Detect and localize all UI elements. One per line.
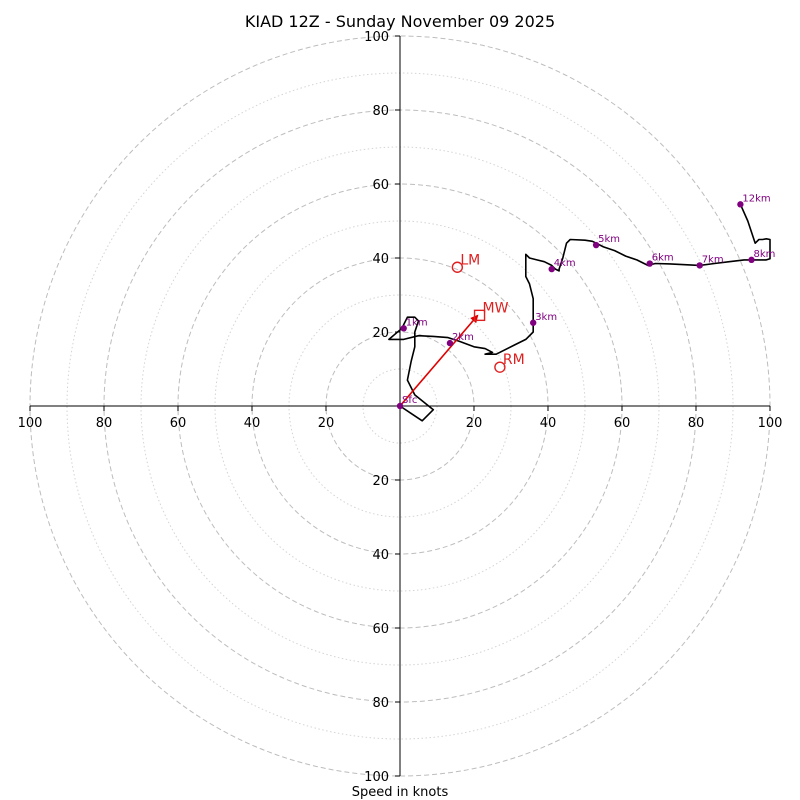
height-marker-3km bbox=[530, 319, 537, 326]
x-tick-label: 20 bbox=[318, 416, 335, 431]
mean-wind-arrow bbox=[399, 314, 479, 407]
height-marker-5km bbox=[592, 241, 600, 249]
height-label-5km: 5km bbox=[598, 234, 620, 245]
x-tick-label: 40 bbox=[540, 416, 557, 431]
x-tick-label: 100 bbox=[18, 416, 43, 431]
height-marker-sfc bbox=[396, 402, 404, 410]
tick-labels: 20 20 20 20 40 40 40 40 60 60 60 60 80 80 80 80 100 100 10… bbox=[18, 30, 783, 785]
height-label-8km: 8km bbox=[754, 249, 776, 260]
height-marker-7km bbox=[696, 262, 703, 269]
storm-motion: MW LM RM bbox=[399, 252, 525, 407]
x-tick-label: 60 bbox=[614, 416, 631, 431]
x-tick-label: 40 bbox=[244, 416, 261, 431]
y-tick-label: 80 bbox=[372, 104, 389, 119]
y-tick-label: 60 bbox=[372, 622, 389, 637]
height-label-1km: 1km bbox=[406, 317, 428, 328]
y-tick-label: 20 bbox=[372, 326, 389, 341]
height-marker-4km bbox=[548, 265, 555, 273]
storm-motion-marker-lm bbox=[451, 261, 464, 273]
x-axis-label: Speed in knots bbox=[352, 785, 449, 800]
storm-motion-label-rm: RM bbox=[503, 352, 525, 368]
y-tick-label: 40 bbox=[372, 252, 389, 267]
height-label-12km: 12km bbox=[742, 193, 770, 204]
height-label-2km: 2km bbox=[452, 332, 474, 343]
y-tick-label: 60 bbox=[372, 178, 389, 193]
x-tick-label: 80 bbox=[96, 416, 113, 431]
x-tick-label: 20 bbox=[466, 416, 483, 431]
height-marker-2km bbox=[446, 339, 454, 347]
storm-motion-label-lm: LM bbox=[460, 252, 480, 268]
height-label-7km: 7km bbox=[702, 254, 724, 265]
y-tick-label: 20 bbox=[372, 474, 389, 489]
y-tick-label: 100 bbox=[364, 30, 389, 45]
storm-motion-marker-mw bbox=[473, 309, 486, 322]
y-tick-label: 100 bbox=[364, 770, 389, 785]
x-tick-label: 60 bbox=[170, 416, 187, 431]
height-label-6km: 6km bbox=[652, 253, 674, 264]
y-tick-label: 80 bbox=[372, 696, 389, 711]
x-tick-label: 100 bbox=[758, 416, 783, 431]
height-marker-12km bbox=[737, 201, 744, 208]
height-marker-8km bbox=[748, 256, 755, 264]
height-marker-1km bbox=[400, 325, 407, 332]
hodograph-trace bbox=[388, 203, 771, 422]
height-label-sfc: Sfc bbox=[402, 395, 417, 406]
x-tick-label: 80 bbox=[688, 416, 705, 431]
height-markers: Sfc 1km 2km 3km 4km 5km 6km 7km 8km 12km bbox=[396, 193, 776, 410]
height-label-4km: 4km bbox=[554, 258, 576, 269]
chart-title: KIAD 12Z - Sunday November 09 2025 bbox=[245, 12, 555, 31]
height-marker-6km bbox=[646, 260, 653, 267]
storm-motion-label-mw: MW bbox=[483, 300, 509, 316]
storm-motion-marker-rm bbox=[494, 361, 506, 373]
height-label-3km: 3km bbox=[535, 312, 557, 323]
y-tick-label: 40 bbox=[372, 548, 389, 563]
